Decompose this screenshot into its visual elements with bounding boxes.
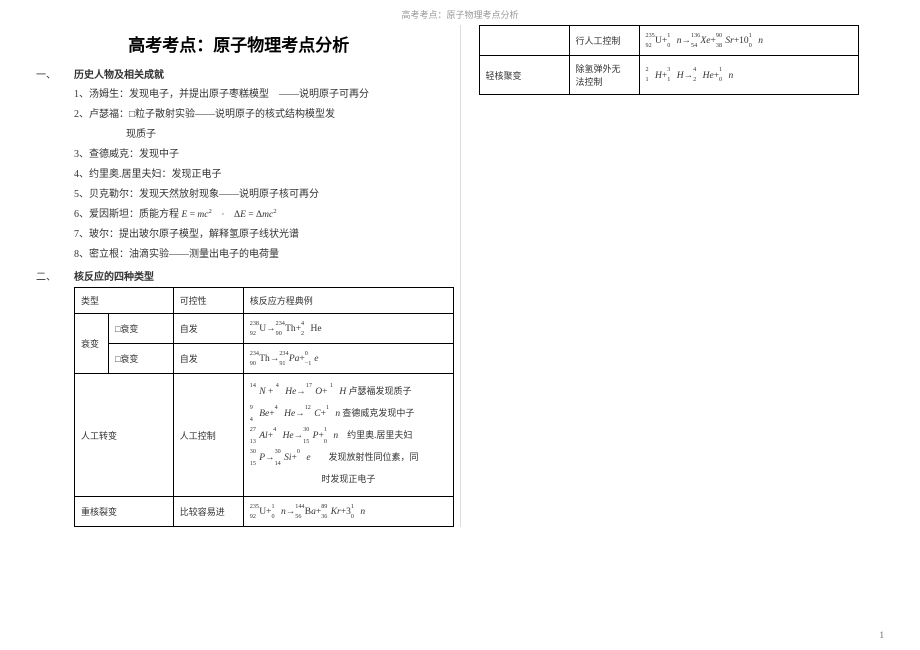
cell-beta-ctrl: 自发 (173, 344, 243, 374)
reaction-table-left: 类型 可控性 核反应方程典例 衰变 □衰变 自发 23892U→23490Th+… (74, 287, 454, 527)
cell-beta-eq: 23490Th→23491Pa+0−1e (243, 344, 453, 374)
th-equation: 核反应方程典例 (243, 288, 453, 314)
column-divider (460, 25, 461, 527)
cell-fusion-ctrl-b: 法控制 (576, 77, 603, 87)
reaction-table-right: 行人工控制 23592U+10n→13654Xe+9038Sr+1010n 轻核… (479, 25, 859, 95)
s1-item-5: 5、贝克勒尔：发现天然放射现象——说明原子核可再分 (74, 185, 442, 204)
document-title: 高考考点：原子物理考点分析 (36, 31, 442, 56)
section-2-heading: 二、 核反应的四种类型 (36, 268, 442, 283)
s1-item-2b: 现质子 (74, 125, 442, 144)
row-alpha-decay: 衰变 □衰变 自发 23892U→23490Th+42He (75, 314, 454, 344)
cell-alpha-eq: 23892U→23490Th+42He (243, 314, 453, 344)
s1-item-1: 1、汤姆生：发现电子，并提出原子枣糕模型 ——说明原子可再分 (74, 85, 442, 104)
cell-artificial-eqs: 14 N + 4 He→17 O+ 1 H 卢瑟福发现质子 94Be+4 He→… (243, 374, 453, 497)
cell-fission-eq: 23592U+10n→14456Ba+8936Kr+310n (243, 497, 453, 527)
th-control: 可控性 (173, 288, 243, 314)
cell-artificial-ctrl: 人工控制 (173, 374, 243, 497)
cell-fusion-ctrl-a: 除氢弹外无 (576, 64, 621, 74)
row-beta-decay: □衰变 自发 23490Th→23491Pa+0−1e (75, 344, 454, 374)
s1-item-6-eq: E = mc2 · ΔE = Δmc2 (182, 210, 277, 220)
row-fusion: 轻核聚变 除氢弹外无 法控制 21H+31H→42He+10n (479, 56, 858, 95)
page-number: 1 (880, 630, 885, 640)
cell-fusion-eq: 21H+31H→42He+10n (639, 56, 858, 95)
s1-item-2: 2、卢瑟福：□粒子散射实验——说明原子的核式结构模型发 (74, 105, 442, 124)
cell-fission-eq2: 23592U+10n→13654Xe+9038Sr+1010n (639, 26, 858, 56)
left-column: 高考考点：原子物理考点分析 一、 历史人物及相关成就 1、汤姆生：发现电子，并提… (36, 25, 442, 527)
s1-item-7: 7、玻尔：提出玻尔原子模型，解释氢原子线状光谱 (74, 225, 442, 244)
s1-item-6a: 6、爱因斯坦：质能方程 (74, 209, 182, 220)
section-2-label: 核反应的四种类型 (74, 268, 154, 283)
section-1-label: 历史人物及相关成就 (74, 66, 164, 81)
cell-fusion-label: 轻核聚变 (479, 56, 569, 95)
s1-item-6: 6、爱因斯坦：质能方程 E = mc2 · ΔE = Δmc2 (74, 205, 442, 224)
cell-fission-label: 重核裂变 (75, 497, 174, 527)
section-1-list: 1、汤姆生：发现电子，并提出原子枣糕模型 ——说明原子可再分 2、卢瑟福：□粒子… (36, 85, 442, 264)
cell-alpha-label: □衰变 (109, 314, 174, 344)
section-1-heading: 一、 历史人物及相关成就 (36, 66, 442, 81)
cell-artificial-label: 人工转变 (75, 374, 174, 497)
table-header-row: 类型 可控性 核反应方程典例 (75, 288, 454, 314)
s1-item-8: 8、密立根：油滴实验——测量出电子的电荷量 (74, 245, 442, 264)
row-artificial: 人工转变 人工控制 14 N + 4 He→17 O+ 1 H 卢瑟福发现质子 … (75, 374, 454, 497)
th-type: 类型 (75, 288, 174, 314)
row-fission: 重核裂变 比较容易进 23592U+10n→14456Ba+8936Kr+310… (75, 497, 454, 527)
cell-decay-label: 衰变 (75, 314, 109, 374)
s1-item-3: 3、查德威克：发现中子 (74, 145, 442, 164)
cell-alpha-ctrl: 自发 (173, 314, 243, 344)
s1-item-4: 4、约里奥.居里夫妇：发现正电子 (74, 165, 442, 184)
page-header: 高考考点：原子物理考点分析 (0, 0, 920, 25)
two-column-layout: 高考考点：原子物理考点分析 一、 历史人物及相关成就 1、汤姆生：发现电子，并提… (0, 25, 920, 527)
cell-fission-ctrl: 比较容易进 (173, 497, 243, 527)
cell-fission-ctrl2: 行人工控制 (569, 26, 639, 56)
section-2-num: 二、 (36, 268, 74, 283)
row-fission-cont: 行人工控制 23592U+10n→13654Xe+9038Sr+1010n (479, 26, 858, 56)
right-column: 行人工控制 23592U+10n→13654Xe+9038Sr+1010n 轻核… (479, 25, 885, 527)
cell-fusion-ctrl: 除氢弹外无 法控制 (569, 56, 639, 95)
cell-beta-label: □衰变 (109, 344, 174, 374)
section-1-num: 一、 (36, 66, 74, 81)
